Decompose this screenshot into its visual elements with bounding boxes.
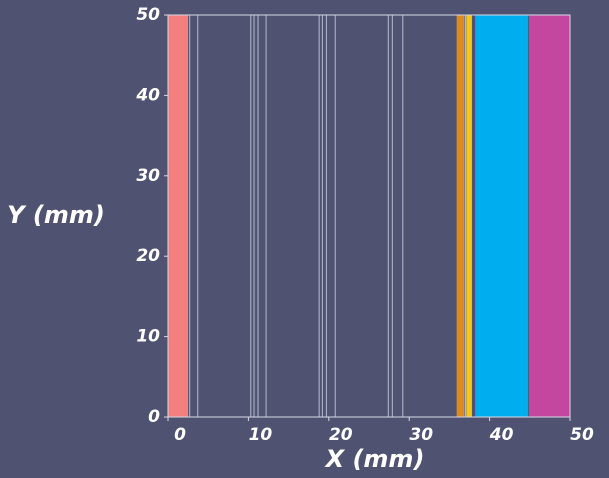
y-tick-label: 10 [136,327,160,347]
x-tick-label: 20 [329,425,353,445]
x-tick-label: 10 [249,425,273,445]
y-tick-label: 20 [136,246,160,266]
y-axis-title: Y (mm) [7,201,105,229]
y-tick-label: 40 [135,85,160,105]
region [466,15,472,417]
x-axis-title: X (mm) [324,445,425,473]
region [528,15,570,417]
x-tick-label: 30 [409,425,433,445]
y-tick-label: 30 [136,166,160,186]
region [475,15,529,417]
x-tick-label: 50 [570,425,594,445]
x-tick-label: 40 [489,425,514,445]
region [168,15,189,417]
plot-frame [167,14,571,418]
x-tick-label: 0 [174,425,186,445]
y-tick-label: 0 [148,407,160,427]
region [456,15,464,417]
y-tick-label: 50 [136,5,160,25]
